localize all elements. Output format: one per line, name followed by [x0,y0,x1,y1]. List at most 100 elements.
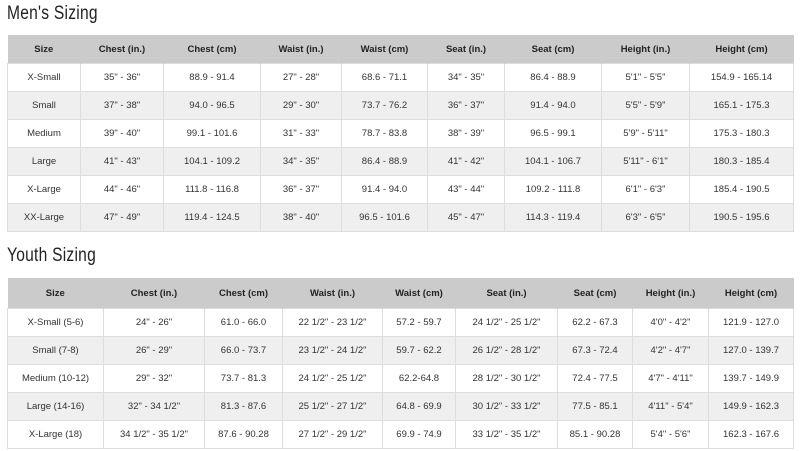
measurement-cell: 88.9 - 91.4 [163,63,261,92]
measurement-cell: 29" - 30" [260,91,342,120]
measurement-cell: 139.7 - 149.9 [708,364,794,393]
measurement-cell: 87.6 - 90.28 [204,420,283,449]
column-header: Chest (in.) [80,35,164,64]
measurement-cell: 26" - 29" [103,336,205,365]
column-header: Height (cm) [708,278,794,309]
header-row: Size Chest (in.) Chest (cm) Waist (in.) Wais… [7,35,794,64]
size-cell: X-Small (5-6) [7,308,104,337]
measurement-cell: 149.9 - 162.3 [708,392,794,421]
measurement-cell: 111.8 - 116.8 [163,175,261,204]
measurement-cell: 78.7 - 83.8 [341,119,428,148]
measurement-cell: 109.2 - 111.8 [504,175,602,204]
measurement-cell: 45" - 47" [427,203,505,232]
measurement-cell: 127.0 - 139.7 [708,336,794,365]
measurement-cell: 91.4 - 94.0 [504,91,602,120]
measurement-cell: 104.1 - 109.2 [163,147,261,176]
measurement-cell: 165.1 - 175.3 [689,91,794,120]
measurement-cell: 22 1/2" - 23 1/2" [282,308,383,337]
measurement-cell: 39" - 40" [80,119,164,148]
table-row: X-Large (18) 34 1/2" - 35 1/2" 87.6 - 90.2… [7,420,794,449]
table-row: Medium 39" - 40" 99.1 - 101.6 31" - 33" 78.7… [7,119,794,148]
table-row: Large (14-16) 32" - 34 1/2" 81.3 - 87.6 25 … [7,392,794,421]
column-header: Waist (in.) [282,278,383,309]
table-row: Small 37" - 38" 94.0 - 96.5 29" - 30" 73.7 -… [7,91,794,120]
size-cell: Large (14-16) [7,392,104,421]
youth-size-table: Size Chest (in.) Chest (cm) Waist (in.) Wais… [7,278,794,449]
measurement-cell: 94.0 - 96.5 [163,91,261,120]
measurement-cell: 154.9 - 165.14 [689,63,794,92]
measurement-cell: 96.5 - 99.1 [504,119,602,148]
measurement-cell: 121.9 - 127.0 [708,308,794,337]
measurement-cell: 6'1" - 6'3" [601,175,690,204]
measurement-cell: 32" - 34 1/2" [103,392,205,421]
size-cell: Large [7,147,81,176]
column-header: Chest (cm) [204,278,283,309]
size-cell: Medium (10-12) [7,364,104,393]
size-cell: X-Small [7,63,81,92]
column-header: Chest (cm) [163,35,261,64]
measurement-cell: 61.0 - 66.0 [204,308,283,337]
measurement-cell: 41" - 43" [80,147,164,176]
column-header: Waist (in.) [260,35,342,64]
column-header: Size [7,278,104,309]
measurement-cell: 36" - 37" [260,175,342,204]
measurement-cell: 175.3 - 180.3 [689,119,794,148]
measurement-cell: 35" - 36" [80,63,164,92]
table-row: Large 41" - 43" 104.1 - 109.2 34" - 35" 86.4… [7,147,794,176]
measurement-cell: 24" - 26" [103,308,205,337]
measurement-cell: 77.5 - 85.1 [557,392,633,421]
measurement-cell: 69.9 - 74.9 [382,420,456,449]
size-cell: Small [7,91,81,120]
measurement-cell: 180.3 - 185.4 [689,147,794,176]
measurement-cell: 114.3 - 119.4 [504,203,602,232]
measurement-cell: 59.7 - 62.2 [382,336,456,365]
column-header: Waist (cm) [341,35,428,64]
column-header: Chest (in.) [103,278,205,309]
measurement-cell: 104.1 - 106.7 [504,147,602,176]
column-header: Height (cm) [689,35,794,64]
measurement-cell: 38" - 40" [260,203,342,232]
measurement-cell: 4'2" - 4'7" [632,336,709,365]
header-row: Size Chest (in.) Chest (cm) Waist (in.) Wais… [7,278,794,309]
measurement-cell: 47" - 49" [80,203,164,232]
measurement-cell: 36" - 37" [427,91,505,120]
measurement-cell: 73.7 - 81.3 [204,364,283,393]
table-row: X-Small 35" - 36" 88.9 - 91.4 27" - 28" 68.6… [7,63,794,92]
measurement-cell: 86.4 - 88.9 [504,63,602,92]
size-cell: Small (7-8) [7,336,104,365]
measurement-cell: 24 1/2" - 25 1/2" [282,364,383,393]
measurement-cell: 99.1 - 101.6 [163,119,261,148]
measurement-cell: 5'5" - 5'9" [601,91,690,120]
measurement-cell: 62.2-64.8 [382,364,456,393]
measurement-cell: 5'11" - 6'1" [601,147,690,176]
measurement-cell: 38" - 39" [427,119,505,148]
size-cell: X-Large (18) [7,420,104,449]
column-header: Waist (cm) [382,278,456,309]
table-row: Small (7-8) 26" - 29" 66.0 - 73.7 23 1/2" -… [7,336,794,365]
column-header: Height (in.) [601,35,690,64]
measurement-cell: 28 1/2" - 30 1/2" [455,364,558,393]
measurement-cell: 91.4 - 94.0 [341,175,428,204]
column-header: Seat (in.) [427,35,505,64]
measurement-cell: 119.4 - 124.5 [163,203,261,232]
measurement-cell: 23 1/2" - 24 1/2" [282,336,383,365]
measurement-cell: 26 1/2" - 28 1/2" [455,336,558,365]
measurement-cell: 30 1/2" - 33 1/2" [455,392,558,421]
column-header: Height (in.) [632,278,709,309]
measurement-cell: 57.2 - 59.7 [382,308,456,337]
column-header: Seat (cm) [557,278,633,309]
measurement-cell: 62.2 - 67.3 [557,308,633,337]
measurement-cell: 6'3" - 6'5" [601,203,690,232]
measurement-cell: 5'9" - 5'11" [601,119,690,148]
measurement-cell: 162.3 - 167.6 [708,420,794,449]
mens-sizing-title: Men's Sizing [7,3,98,24]
measurement-cell: 64.8 - 69.9 [382,392,456,421]
table-row: Medium (10-12) 29" - 32" 73.7 - 81.3 24 1/2… [7,364,794,393]
measurement-cell: 27" - 28" [260,63,342,92]
measurement-cell: 34" - 35" [427,63,505,92]
table-row: X-Large 44" - 46" 111.8 - 116.8 36" - 37" 91… [7,175,794,204]
measurement-cell: 4'11" - 5'4" [632,392,709,421]
mens-size-table: Size Chest (in.) Chest (cm) Waist (in.) Wais… [7,35,794,232]
measurement-cell: 37" - 38" [80,91,164,120]
measurement-cell: 81.3 - 87.6 [204,392,283,421]
